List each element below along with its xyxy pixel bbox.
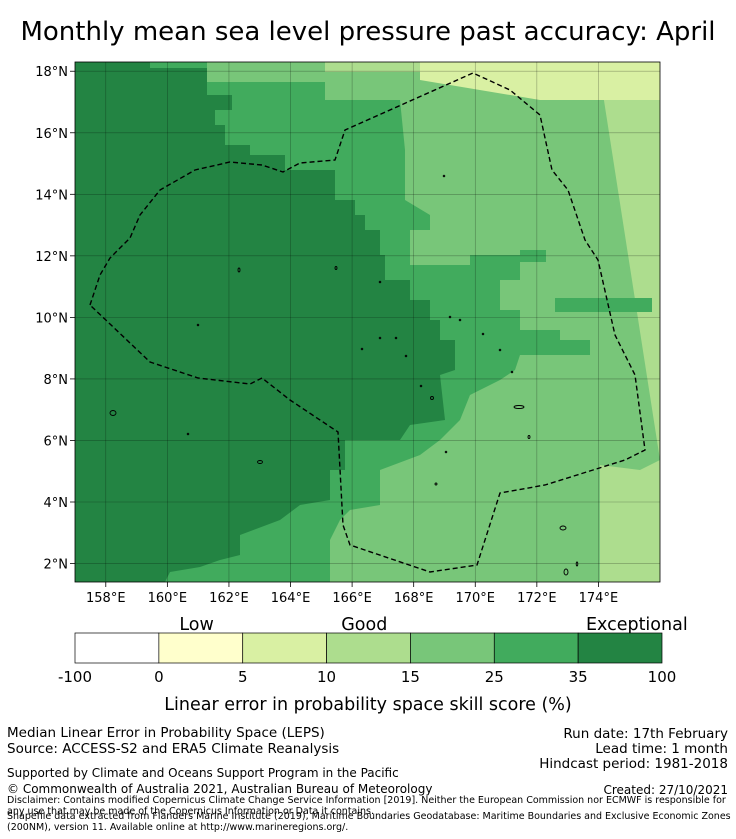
colorbar-swatch [410,632,495,664]
lat-tick-label: 14°N [35,188,68,203]
eez-boundary [89,72,646,573]
island-outline [404,354,408,358]
source-text: Source: ACCESS-S2 and ERA5 Climate Reana… [7,741,340,757]
skill-region-15-25-north [325,62,420,72]
lead-time: Lead time: 1 month [595,741,728,757]
run-date: Run date: 17th February [563,726,728,742]
colorbar-ticks: -100 0 5 10 15 25 35 100 [58,668,676,686]
disclaimer-shapefile: Shapefile data extracted from Flanders M… [7,811,731,833]
skill-fill-layer [75,62,660,582]
colorbar-boxes [74,632,663,664]
copyright-text: © Commonwealth of Australia 2021, Austra… [7,782,433,796]
island-outline [527,435,531,439]
legend-category-label: Low [179,615,213,635]
lon-tick-label: 158°E [86,591,126,606]
lat-tick-label: 2°N [44,558,69,573]
colorbar-axis-label: Linear error in probability space skill … [164,695,572,715]
island-outline [196,323,200,327]
lat-tick-label: 18°N [35,65,68,80]
island-outline [442,174,446,178]
island-outline [559,525,567,531]
colorbar-legend: Low Good Exceptional -100 0 5 10 15 25 35 100 Lin… [58,615,688,715]
skill-region-15-25-east [598,62,660,582]
lon-tick-label: 166°E [332,591,372,606]
island-outline [378,336,382,340]
colorbar-categories: Low Good Exceptional [179,615,687,635]
legend-category-label: Good [341,615,387,635]
colorbar-swatch [74,632,160,664]
lat-tick-label: 10°N [35,311,68,326]
lat-tick-label: 12°N [35,250,68,265]
island-outline [563,568,569,576]
island-outline [458,318,462,322]
skill-region-35-100 [75,62,455,582]
colorbar-tick-label: 15 [401,668,420,686]
island-outline [575,561,579,567]
island-outlines [109,174,579,576]
island-outline [186,432,190,436]
island-outline [394,336,398,340]
colorbar-tick-label: 25 [485,668,504,686]
skill-region-5-10-corner [540,62,660,95]
colorbar-tick-label: 10 [317,668,336,686]
island-outline [334,266,338,270]
island-outline [419,384,423,388]
colorbar-tick-label: 100 [648,668,677,686]
colorbar-tick-label: 5 [238,668,248,686]
lat-tick-label: 8°N [44,373,69,388]
colorbar-swatch [493,632,579,664]
island-outline [444,450,448,454]
colorbar-tick-label: -100 [58,668,92,686]
support-text: Supported by Climate and Oceans Support … [7,766,399,780]
skill-region-25-35-patch [520,250,546,262]
map-frame [74,61,661,583]
island-outline [378,280,382,284]
island-outline [510,370,514,374]
method-text: Median Linear Error in Probability Space… [7,725,325,741]
island-outline [360,347,364,351]
lon-tick-label: 160°E [148,591,188,606]
lon-tick-label: 162°E [209,591,249,606]
lat-tick-label: 16°N [35,127,68,142]
created-date: Created: 27/10/2021 [603,783,728,797]
skill-map: 2°N 4°N 6°N 8°N 10°N 12°N 14°N 16°N 18°N 158°E 16… [35,61,688,715]
lon-tick-label: 172°E [517,591,557,606]
latitude-axis: 2°N 4°N 6°N 8°N 10°N 12°N 14°N 16°N 18°N [35,65,75,573]
colorbar-swatch [326,632,411,664]
island-outline [513,405,525,409]
island-outline [498,348,502,352]
legend-category-label: Exceptional [586,615,688,635]
colorbar-tick-label: 0 [154,668,164,686]
colorbar-tick-label: 35 [569,668,588,686]
island-outline [109,410,117,416]
lat-tick-label: 6°N [44,434,69,449]
lat-tick-label: 4°N [44,496,69,511]
colorbar-swatch [158,632,244,664]
lon-tick-label: 164°E [271,591,311,606]
graticule-grid [75,62,660,582]
lon-tick-label: 170°E [455,591,495,606]
map-title: Monthly mean sea level pressure past acc… [20,17,716,47]
island-outline [430,396,434,400]
colorbar-swatch [242,632,327,664]
skill-region-25-35-strip [555,298,652,312]
lon-tick-label: 168°E [394,591,434,606]
island-outline [434,482,438,486]
disclaimer-copernicus: Disclaimer: Contains modified Copernicus… [7,795,726,817]
colorbar-swatch [577,632,663,664]
lon-tick-label: 174°E [579,591,619,606]
longitude-axis: 158°E 160°E 162°E 164°E 166°E 168°E 170°E 172°E… [86,582,618,606]
hindcast-period: Hindcast period: 1981-2018 [539,756,728,772]
island-outline [257,460,263,464]
island-outline [481,332,485,336]
island-outline [237,267,241,273]
island-outline [448,315,452,319]
